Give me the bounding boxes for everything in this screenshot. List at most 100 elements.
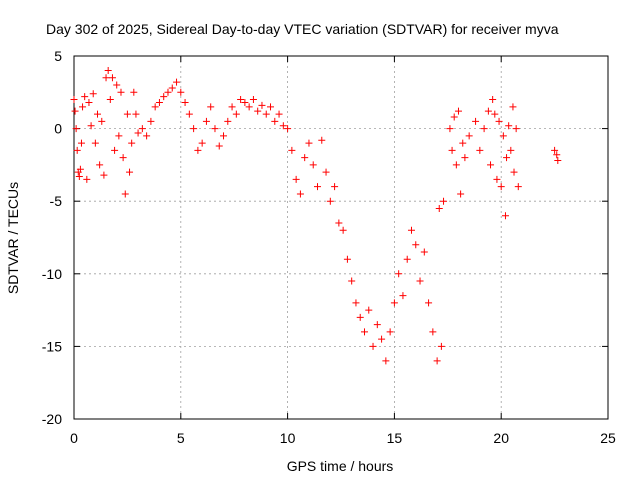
data-point [70, 96, 78, 104]
data-point [461, 154, 469, 162]
y-tick-label: 0 [54, 121, 62, 137]
data-point [296, 190, 304, 198]
data-point [132, 110, 140, 118]
data-point [98, 117, 106, 125]
data-point [106, 96, 114, 104]
data-point [72, 125, 80, 133]
x-tick-label: 15 [387, 430, 403, 446]
data-point [87, 122, 95, 130]
data-point [326, 197, 334, 205]
data-point [147, 117, 155, 125]
data-point [75, 173, 83, 181]
data-point [352, 299, 360, 307]
data-point [452, 161, 460, 169]
data-point [476, 146, 484, 154]
data-point [512, 125, 520, 133]
data-point [76, 165, 84, 173]
y-tick-label: -15 [42, 338, 62, 354]
data-point [160, 93, 168, 101]
data-point [459, 139, 467, 147]
data-point [85, 98, 93, 106]
data-point [395, 270, 403, 278]
data-point [412, 241, 420, 249]
data-point [551, 146, 559, 154]
data-point [373, 321, 381, 329]
data-point [77, 139, 85, 147]
data-point [301, 154, 309, 162]
data-point [93, 110, 101, 118]
data-point [91, 139, 99, 147]
data-point [360, 328, 368, 336]
data-point [390, 299, 398, 307]
data-point [245, 103, 253, 111]
data-point [71, 107, 79, 115]
data-point [262, 110, 270, 118]
data-point [111, 146, 119, 154]
data-point [104, 67, 112, 75]
data-point [232, 110, 240, 118]
data-point [491, 110, 499, 118]
y-tick-label: -10 [42, 266, 62, 282]
plot-frame [73, 55, 609, 420]
data-point [433, 357, 441, 365]
data-point [96, 161, 104, 169]
data-point [505, 122, 513, 130]
data-point [480, 125, 488, 133]
x-tick-label: 5 [177, 430, 185, 446]
data-point [117, 88, 125, 96]
data-point [499, 132, 507, 140]
data-point [288, 146, 296, 154]
data-point [318, 136, 326, 144]
data-point [420, 248, 428, 256]
x-tick-label: 0 [70, 430, 78, 446]
data-point [495, 117, 503, 125]
data-point [493, 175, 501, 183]
data-point [123, 110, 131, 118]
data-point [228, 103, 236, 111]
axis-ticks [73, 55, 609, 420]
data-point [267, 103, 275, 111]
data-point [113, 81, 121, 89]
data-point [503, 154, 511, 162]
data-point [435, 204, 443, 212]
data-point [119, 154, 127, 162]
data-point [202, 117, 210, 125]
data-point [448, 146, 456, 154]
data-point [322, 168, 330, 176]
data-point [305, 139, 313, 147]
data-point [465, 132, 473, 140]
data-point [100, 171, 108, 179]
data-point [450, 113, 458, 121]
data-point [403, 255, 411, 263]
data-point [108, 74, 116, 82]
data-point [220, 132, 228, 140]
x-tick-label: 20 [493, 430, 509, 446]
data-point [185, 110, 193, 118]
data-point [126, 168, 134, 176]
data-point [553, 151, 561, 159]
data-point [134, 129, 142, 137]
tick-labels: 0 5 10 15 20 25 -20 -15 -10 -5 0 5 [42, 48, 616, 446]
data-point [510, 168, 518, 176]
data-point [271, 117, 279, 125]
data-point [440, 197, 448, 205]
data-point [284, 125, 292, 133]
data-point [73, 146, 81, 154]
data-point [335, 219, 343, 227]
data-point [429, 328, 437, 336]
data-point [454, 107, 462, 115]
data-point [437, 342, 445, 350]
data-point [181, 98, 189, 106]
data-point [143, 132, 151, 140]
data-point [102, 74, 110, 82]
data-point [168, 84, 176, 92]
data-point [207, 103, 215, 111]
data-point [399, 292, 407, 300]
data-point [83, 175, 91, 183]
data-point [79, 103, 87, 111]
data-point [487, 161, 495, 169]
y-tick-label: 5 [54, 48, 62, 64]
data-point [484, 107, 492, 115]
data-point [130, 88, 138, 96]
